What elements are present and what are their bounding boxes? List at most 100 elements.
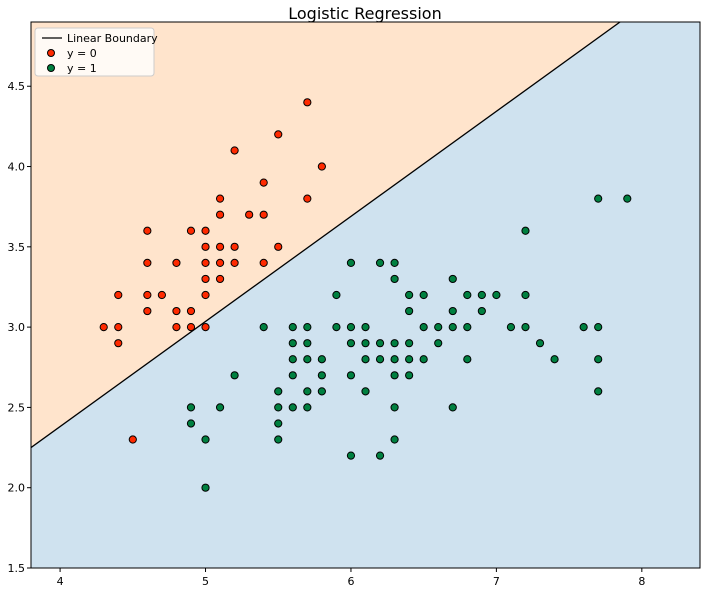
point-y0-8	[143, 226, 152, 235]
point-y0-19	[201, 258, 210, 267]
legend-box	[34, 27, 155, 77]
point-y0-24	[215, 242, 225, 251]
point-y1-33	[361, 339, 370, 348]
plot-frame	[30, 21, 701, 569]
point-y0-7	[143, 258, 152, 267]
point-y1-55	[434, 323, 443, 332]
point-y1-39	[390, 435, 399, 444]
point-y0-33	[259, 178, 268, 187]
point-y1-34	[361, 323, 370, 332]
point-y1-54	[434, 339, 443, 348]
legend-y0-label: y = 0	[67, 47, 97, 60]
point-y1-22	[317, 371, 326, 380]
point-y1-20	[303, 323, 312, 332]
point-y0-29	[230, 146, 239, 155]
point-y1-40	[390, 403, 399, 412]
point-y1-64	[477, 290, 486, 300]
point-y0-14	[186, 306, 196, 316]
y-axis: 1.5 2.0 2.5 3.0 3.5 4.0 4.5	[8, 80, 31, 575]
point-y1-66	[506, 323, 516, 332]
point-y1-57	[448, 323, 457, 332]
point-y0-34	[274, 242, 283, 251]
point-y0-21	[201, 226, 210, 235]
chart-title: Logistic Regression	[288, 4, 441, 23]
point-y0-18	[201, 274, 210, 284]
point-y1-16	[303, 403, 312, 412]
point-y1-15	[288, 323, 297, 332]
x-tick-label-8: 8	[638, 575, 645, 588]
x-axis: 4 5 6 7 8	[57, 568, 645, 588]
point-y1-4	[215, 403, 225, 412]
y-tick-label-3: 3.0	[8, 321, 26, 334]
point-y1-37	[375, 339, 385, 348]
point-y1-1	[186, 403, 196, 412]
point-y1-42	[390, 355, 399, 364]
point-y1-56	[448, 403, 457, 412]
point-y1-18	[303, 355, 312, 364]
point-y1-13	[288, 355, 297, 364]
point-y0-0	[99, 323, 108, 332]
point-y1-5	[230, 371, 239, 380]
point-y1-9	[274, 403, 283, 412]
point-y1-68	[521, 290, 530, 300]
point-y1-46	[405, 371, 414, 380]
point-y1-44	[390, 274, 399, 284]
point-y1-14	[288, 339, 297, 348]
class-1-region	[31, 22, 700, 568]
point-y1-27	[346, 371, 356, 380]
point-y1-73	[594, 387, 603, 396]
point-y1-10	[274, 387, 283, 396]
point-y0-12	[172, 258, 181, 267]
point-y0-4	[128, 435, 137, 444]
point-y1-26	[346, 451, 356, 460]
point-y0-16	[201, 323, 210, 332]
point-y0-2	[114, 323, 123, 332]
point-y1-28	[346, 339, 356, 348]
point-y1-41	[390, 371, 399, 380]
point-y1-2	[201, 483, 210, 492]
point-y1-51	[419, 355, 428, 364]
x-tick-label-5: 5	[202, 575, 209, 588]
point-y0-35	[274, 130, 283, 139]
point-y1-38	[375, 258, 385, 267]
point-y1-72	[579, 323, 588, 332]
scatter-points	[99, 98, 632, 492]
point-y0-36	[303, 194, 312, 203]
point-y1-75	[594, 323, 603, 332]
point-y1-70	[535, 339, 545, 348]
point-y1-8	[274, 419, 283, 428]
point-y1-65	[492, 290, 501, 300]
point-y0-38	[317, 162, 326, 171]
point-y1-17	[303, 387, 312, 396]
point-y1-7	[274, 435, 283, 444]
point-y1-53	[419, 290, 428, 300]
point-y0-6	[143, 290, 152, 300]
legend-y0-swatch	[47, 49, 55, 57]
point-y1-0	[186, 419, 196, 428]
point-y0-32	[259, 210, 268, 219]
legend-y1-swatch	[47, 64, 55, 72]
point-y0-37	[303, 98, 312, 107]
x-tick-label-4: 4	[57, 575, 64, 588]
point-y0-30	[245, 210, 254, 219]
point-y0-20	[201, 242, 210, 251]
legend: Linear Boundary y = 0 y = 1	[34, 27, 158, 77]
point-y1-52	[419, 323, 428, 332]
point-y0-1	[114, 339, 123, 348]
y-tick-label-2.5: 2.5	[8, 401, 26, 414]
point-y1-21	[317, 387, 326, 396]
point-y1-12	[288, 371, 297, 380]
point-y1-31	[361, 387, 370, 396]
point-y1-71	[550, 355, 559, 364]
point-y1-23	[317, 355, 326, 364]
point-y1-58	[448, 306, 457, 316]
point-y0-26	[215, 194, 225, 203]
point-y0-17	[201, 290, 210, 300]
y-tick-label-4: 4.0	[8, 161, 26, 174]
point-y1-6	[259, 323, 268, 332]
point-y1-35	[375, 451, 385, 460]
point-y1-69	[521, 226, 530, 235]
point-y0-9	[157, 290, 166, 300]
y-tick-label-2: 2.0	[8, 482, 26, 495]
point-y1-50	[405, 290, 414, 300]
